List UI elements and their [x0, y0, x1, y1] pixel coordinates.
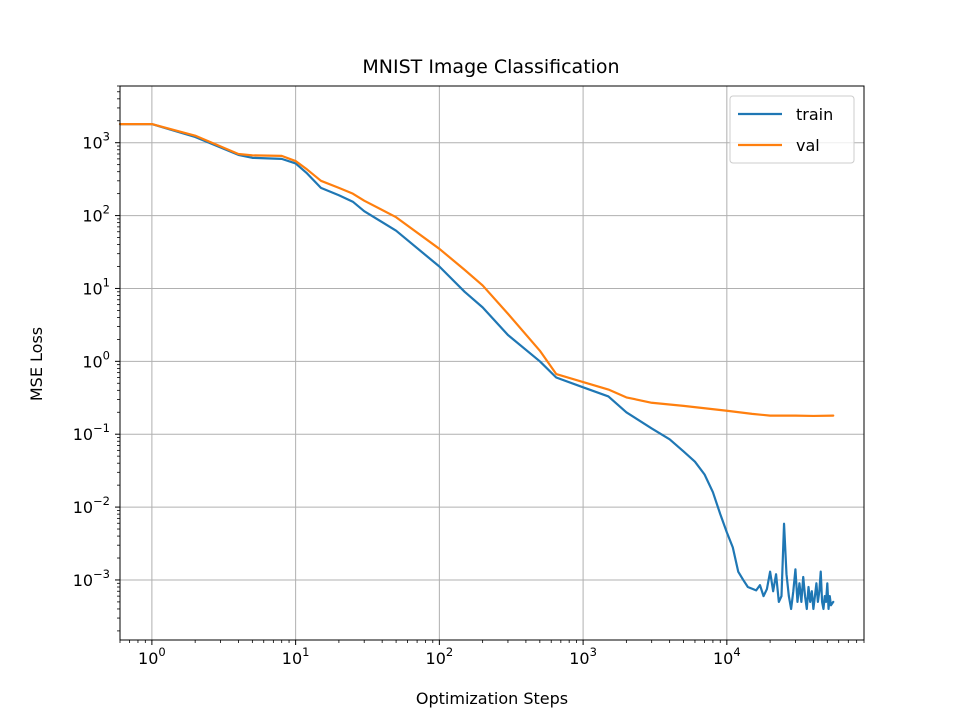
y-tick-label: 103 — [82, 130, 110, 153]
x-tick-label: 103 — [569, 645, 597, 668]
legend-label-val: val — [796, 136, 820, 155]
legend-label-train: train — [796, 105, 833, 124]
grid-lines — [120, 86, 864, 640]
plot-background — [120, 86, 864, 640]
y-axis-title: MSE Loss — [27, 327, 46, 401]
legend: train val — [729, 95, 855, 164]
y-tick-label: 10−3 — [73, 567, 110, 590]
x-axis-title: Optimization Steps — [416, 689, 568, 708]
y-tick-label: 102 — [82, 203, 110, 226]
plot-frame — [119, 85, 865, 641]
x-tick-label: 100 — [138, 645, 166, 668]
chart-title: MNIST Image Classification — [362, 56, 619, 78]
x-tick-label: 104 — [713, 645, 741, 668]
x-tick-label: 101 — [282, 645, 310, 668]
x-tick-label: 102 — [426, 645, 454, 668]
series-lines — [118, 122, 835, 611]
series-line-val — [118, 122, 835, 418]
y-tick-label: 100 — [82, 348, 110, 371]
y-tick-label: 10−1 — [73, 421, 110, 444]
axis-ticks: 100 101 102 103 104 10−3 10−2 10−1 100 101 102 103 — [73, 85, 865, 668]
series-line-train — [118, 122, 835, 611]
plot-area: 100 101 102 103 104 10−3 10−2 10−1 100 101 102 103 — [73, 85, 865, 668]
legend-box — [729, 95, 855, 164]
y-tick-label: 10−2 — [73, 494, 110, 517]
y-tick-label: 101 — [82, 275, 110, 298]
